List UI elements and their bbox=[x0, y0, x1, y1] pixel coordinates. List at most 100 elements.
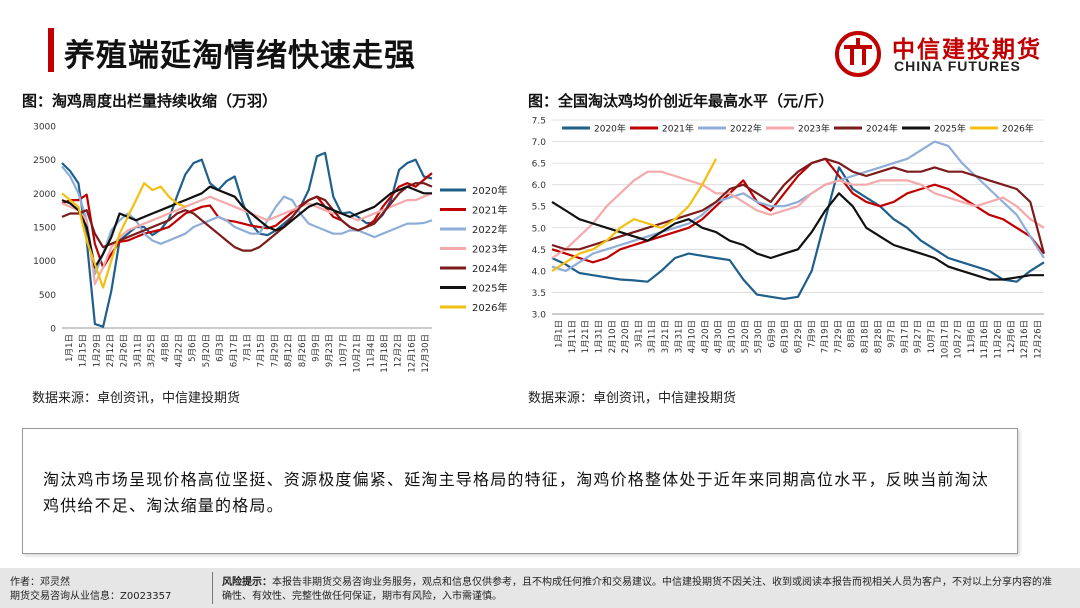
summary-box: 淘汰鸡市场呈现价格高位坚挺、资源极度偏紧、延淘主导格局的特征，淘鸡价格整体处于近… bbox=[22, 428, 1018, 554]
chart2-legend-label: 2025年 bbox=[934, 123, 966, 135]
chart2-x-tick-label: 5月20日 bbox=[741, 320, 751, 353]
chart2-x-tick-label: 9月27日 bbox=[914, 320, 924, 353]
page-title: 养殖端延淘情绪快速走强 bbox=[64, 38, 416, 74]
chart2-x-tick-label: 11月26日 bbox=[993, 320, 1003, 359]
chart2-legend-label: 2021年 bbox=[662, 123, 694, 135]
chart2-title: 图：全国淘汰鸡均价创近年最高水平（元/斤） bbox=[528, 92, 834, 110]
chart2-x-tick-label: 3月21日 bbox=[661, 320, 671, 353]
chart1-series-2024年 bbox=[61, 182, 433, 252]
chart2-y-tick-label: 7.0 bbox=[532, 138, 547, 148]
chart1-x-tick-label: 12月16日 bbox=[407, 334, 417, 373]
chart2-x-tick-label: 9月7日 bbox=[887, 320, 897, 348]
logo-english-name: CHINA FUTURES bbox=[894, 58, 1021, 74]
chart1-x-tick-label: 1月29日 bbox=[92, 334, 102, 367]
chart2-x-tick-label: 12月26日 bbox=[1033, 320, 1043, 359]
chart2-legend-label: 2023年 bbox=[798, 123, 830, 135]
chart2-x-tick-label: 7月9日 bbox=[807, 320, 817, 348]
chart2-y-tick-label: 5.0 bbox=[532, 224, 547, 234]
chart2-source: 数据来源：卓创资讯，中信建投期货 bbox=[528, 391, 737, 406]
chart2-x-tick-label: 4月10日 bbox=[688, 320, 698, 353]
title-accent-bar bbox=[48, 28, 54, 72]
chart1-x-tick-label: 8月12日 bbox=[284, 334, 294, 367]
chart2-legend-label: 2024年 bbox=[866, 123, 898, 135]
company-logo: 中信建投期货 CHINA FUTURES bbox=[834, 30, 1040, 78]
chart2-x-tick-label: 6月29日 bbox=[794, 320, 804, 353]
chart2-x-tick-label: 5月30日 bbox=[754, 320, 764, 353]
chart2-y-tick-label: 7.5 bbox=[532, 117, 546, 127]
chart2-x-tick-label: 1月21日 bbox=[581, 320, 591, 353]
chart2-x-tick-label: 1月11日 bbox=[568, 320, 578, 353]
chart2-x-tick-label: 3月11日 bbox=[648, 320, 658, 353]
chart2-series-2024年 bbox=[551, 157, 1046, 254]
chart2-series-2023年 bbox=[551, 170, 1045, 259]
chart1-y-tick-label: 2000 bbox=[33, 190, 56, 200]
chart1-x-tick-label: 10月21日 bbox=[353, 334, 363, 373]
logo-chinese-name: 中信建投期货 bbox=[892, 37, 1042, 63]
chart1-x-tick-label: 10月7日 bbox=[339, 334, 349, 367]
chart1-legend-label: 2022年 bbox=[472, 223, 507, 236]
chart2-x-tick-label: 7月29日 bbox=[834, 320, 844, 353]
chart1-series-2023年 bbox=[61, 192, 433, 286]
chart2-x-tick-label: 5月10日 bbox=[728, 320, 738, 353]
chart2-x-tick-label: 8月28日 bbox=[874, 320, 884, 353]
chart2-x-tick-label: 6月9日 bbox=[767, 320, 777, 348]
chart2-legend-label: 2020年 bbox=[594, 123, 626, 135]
chart1-legend-label: 2026年 bbox=[472, 301, 507, 314]
chart1-y-tick-label: 3000 bbox=[33, 123, 56, 133]
chart1-y-tick-label: 1500 bbox=[33, 224, 56, 234]
summary-text: 淘汰鸡市场呈现价格高位坚挺、资源极度偏紧、延淘主导格局的特征，淘鸡价格整体处于近… bbox=[43, 470, 990, 515]
chart1-weekly-culled-volume: 0 500 1000 1500 2000 2500 3000 1月1日 1月15日 1月29日 2月… bbox=[33, 123, 507, 373]
chart2-series-2020年 bbox=[551, 166, 1045, 300]
chart2-x-tick-label: 12月16日 bbox=[1020, 320, 1030, 359]
chart1-x-tick-label: 1月15日 bbox=[79, 334, 89, 367]
chart1-x-tick-label: 5月6日 bbox=[188, 334, 198, 362]
chart2-y-tick-label: 4.0 bbox=[532, 267, 547, 277]
chart1-x-tick-label: 1月1日 bbox=[65, 334, 75, 362]
chart2-legend-label: 2022年 bbox=[730, 123, 762, 135]
chart2-series-2025年 bbox=[551, 192, 1044, 281]
chart1-legend-label: 2021年 bbox=[472, 204, 507, 217]
chart1-x-tick-label: 12月30日 bbox=[421, 334, 431, 373]
chart1-series-2026年 bbox=[61, 182, 186, 289]
chart2-y-tick-label: 4.5 bbox=[532, 246, 546, 256]
chart2-y-tick-label: 6.0 bbox=[532, 181, 547, 191]
chart1-y-tick-label: 0 bbox=[50, 325, 56, 335]
chart1-legend-label: 2024年 bbox=[472, 262, 507, 275]
chart2-x-tick-label: 9月17日 bbox=[900, 320, 910, 353]
chart2-y-tick-label: 3.0 bbox=[532, 311, 547, 321]
footer-author-block: 作者：邓灵然 期货交易咨询从业信息：Z0023357 bbox=[10, 576, 171, 604]
chart2-x-tick-label: 2月10日 bbox=[608, 320, 618, 353]
chart1-x-tick-label: 3月11日 bbox=[133, 334, 143, 367]
chart1-x-tick-label: 4月22日 bbox=[174, 334, 184, 367]
chart2-legend-label: 2026年 bbox=[1002, 123, 1034, 135]
chart2-x-tick-label: 11月16日 bbox=[980, 320, 990, 359]
chart2-x-tick-label: 4月20日 bbox=[701, 320, 711, 353]
footer-license: 期货交易咨询从业信息：Z0023357 bbox=[10, 591, 172, 602]
chart2-series-2021年 bbox=[551, 157, 1045, 264]
chart1-series-2025年 bbox=[61, 185, 432, 269]
chart1-x-tick-label: 11月18日 bbox=[380, 334, 390, 373]
chart1-x-tick-label: 6月17日 bbox=[229, 334, 239, 367]
chart2-x-tick-label: 1月1日 bbox=[555, 320, 565, 348]
chart1-x-tick-label: 9月9日 bbox=[312, 334, 322, 362]
chart2-y-tick-label: 3.5 bbox=[532, 289, 546, 299]
chart2-x-tick-label: 10月27日 bbox=[954, 320, 964, 359]
chart2-x-tick-label: 10月7日 bbox=[927, 320, 937, 353]
chart1-legend-label: 2023年 bbox=[472, 243, 507, 256]
chart1-y-tick-label: 2500 bbox=[33, 156, 56, 166]
citic-logo-icon bbox=[835, 31, 881, 77]
chart1-x-tick-label: 9月23日 bbox=[325, 334, 335, 367]
chart2-x-tick-label: 10月17日 bbox=[940, 320, 950, 359]
chart2-y-tick-label: 5.5 bbox=[532, 203, 546, 213]
chart2-x-tick-label: 3月1日 bbox=[634, 320, 644, 348]
chart1-y-tick-label: 1000 bbox=[33, 257, 56, 267]
chart2-x-tick-label: 1月31日 bbox=[595, 320, 605, 353]
chart1-x-tick-label: 3月25日 bbox=[147, 334, 157, 367]
footer: 作者：邓灵然 期货交易咨询从业信息：Z0023357 风险提示：本报告非期货交易… bbox=[0, 568, 1080, 608]
chart1-x-tick-label: 7月1日 bbox=[243, 334, 253, 362]
chart1-source: 数据来源：卓创资讯，中信建投期货 bbox=[32, 391, 241, 406]
chart1-title: 图：淘鸡周度出栏量持续收缩（万羽） bbox=[22, 92, 278, 110]
chart2-series-2026年 bbox=[551, 158, 717, 272]
chart2-series-2022年 bbox=[551, 140, 1045, 272]
footer-risk-text: 本报告非期货交易咨询业务服务，观点和信息仅供参考，且不构成任何推介和交易建议。中… bbox=[222, 577, 1052, 602]
